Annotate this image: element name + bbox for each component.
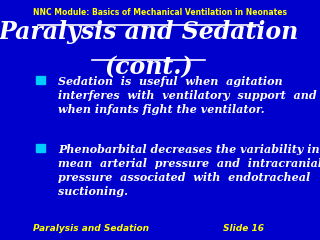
Text: NNC Module: Basics of Mechanical Ventilation in Neonates: NNC Module: Basics of Mechanical Ventila…: [34, 8, 287, 18]
Text: Slide 16: Slide 16: [223, 224, 264, 233]
Text: Phenobarbital decreases the variability in
mean  arterial  pressure  and  intrac: Phenobarbital decreases the variability …: [58, 144, 320, 198]
FancyBboxPatch shape: [36, 76, 44, 84]
Text: Paralysis and Sedation: Paralysis and Sedation: [0, 20, 299, 44]
FancyBboxPatch shape: [36, 144, 44, 152]
Text: (cont.): (cont.): [105, 55, 193, 79]
Text: Sedation  is  useful  when  agitation
interferes  with  ventilatory  support  an: Sedation is useful when agitation interf…: [58, 76, 317, 115]
Text: Paralysis and Sedation: Paralysis and Sedation: [34, 224, 149, 233]
